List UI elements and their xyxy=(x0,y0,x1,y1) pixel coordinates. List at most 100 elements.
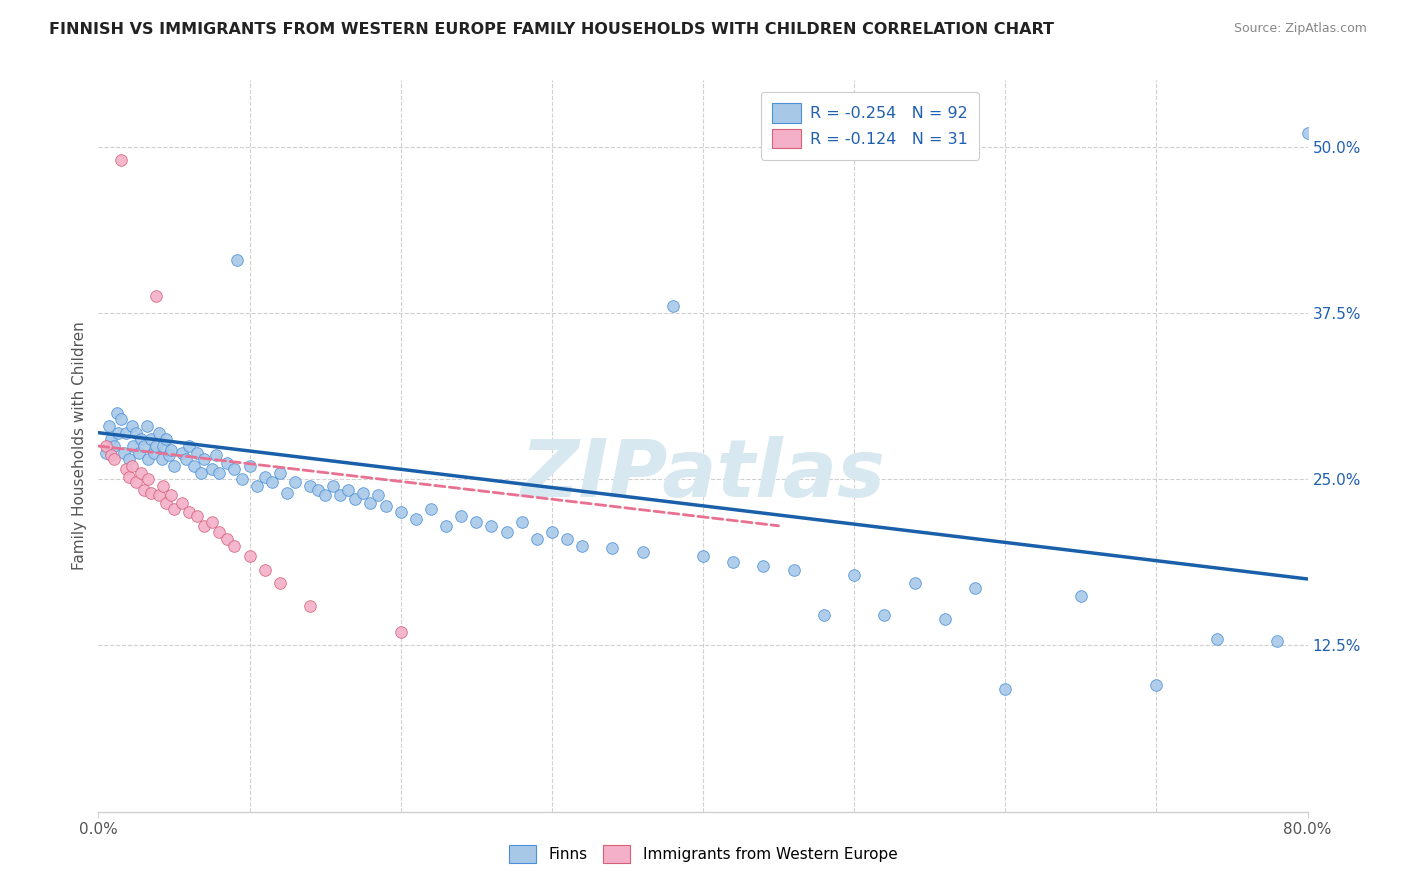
Legend: R = -0.254   N = 92, R = -0.124   N = 31: R = -0.254 N = 92, R = -0.124 N = 31 xyxy=(761,92,979,160)
Point xyxy=(114,461,136,475)
Point xyxy=(844,568,866,582)
Point xyxy=(723,555,745,569)
Point xyxy=(125,475,148,489)
Point xyxy=(132,483,155,497)
Point xyxy=(110,412,132,426)
Point xyxy=(510,515,533,529)
Point xyxy=(904,576,927,591)
Point xyxy=(141,433,163,447)
Point xyxy=(215,456,238,470)
Point xyxy=(389,506,412,520)
Point xyxy=(122,439,145,453)
Point xyxy=(143,445,166,459)
Point xyxy=(186,445,208,459)
Point xyxy=(183,458,205,473)
Point xyxy=(100,433,122,447)
Point xyxy=(692,549,714,564)
Point xyxy=(148,425,170,440)
Point xyxy=(226,252,249,267)
Point xyxy=(107,425,129,440)
Point xyxy=(420,501,443,516)
Point xyxy=(103,452,125,467)
Point xyxy=(450,509,472,524)
Point xyxy=(752,558,775,573)
Point xyxy=(105,406,128,420)
Point xyxy=(284,475,307,489)
Point xyxy=(360,496,382,510)
Point xyxy=(152,439,174,453)
Point xyxy=(934,612,956,626)
Point xyxy=(253,469,276,483)
Point xyxy=(170,445,193,459)
Point xyxy=(329,488,352,502)
Point xyxy=(208,525,231,540)
Point xyxy=(352,485,374,500)
Point xyxy=(136,472,159,486)
Point xyxy=(1144,678,1167,692)
Point xyxy=(602,541,624,556)
Point xyxy=(155,496,177,510)
Point xyxy=(239,549,262,564)
Point xyxy=(174,452,197,467)
Point xyxy=(405,512,427,526)
Point xyxy=(121,419,143,434)
Point xyxy=(205,448,228,462)
Point xyxy=(495,525,517,540)
Point xyxy=(114,425,136,440)
Text: Source: ZipAtlas.com: Source: ZipAtlas.com xyxy=(1233,22,1367,36)
Point xyxy=(128,445,150,459)
Point xyxy=(873,607,896,622)
Point xyxy=(160,488,183,502)
Point xyxy=(231,472,253,486)
Point xyxy=(118,452,141,467)
Point xyxy=(322,479,344,493)
Point xyxy=(307,483,329,497)
Point xyxy=(555,532,578,546)
Point xyxy=(155,433,177,447)
Point xyxy=(201,515,224,529)
Point xyxy=(1267,634,1289,648)
Point xyxy=(253,563,276,577)
Point xyxy=(813,607,835,622)
Point xyxy=(148,488,170,502)
Point xyxy=(129,433,152,447)
Point xyxy=(1206,632,1229,646)
Point xyxy=(208,466,231,480)
Point xyxy=(374,499,396,513)
Text: FINNISH VS IMMIGRANTS FROM WESTERN EUROPE FAMILY HOUSEHOLDS WITH CHILDREN CORREL: FINNISH VS IMMIGRANTS FROM WESTERN EUROP… xyxy=(49,22,1054,37)
Point xyxy=(118,469,141,483)
Point xyxy=(239,458,262,473)
Point xyxy=(94,445,117,459)
Point xyxy=(344,492,367,507)
Point xyxy=(112,445,135,459)
Point xyxy=(186,509,208,524)
Point xyxy=(193,518,215,533)
Point xyxy=(132,439,155,453)
Point xyxy=(179,506,201,520)
Point xyxy=(98,419,121,434)
Point xyxy=(103,439,125,453)
Point xyxy=(994,682,1017,697)
Point xyxy=(526,532,548,546)
Point xyxy=(145,439,167,453)
Point xyxy=(152,479,174,493)
Point xyxy=(571,539,593,553)
Point xyxy=(110,153,132,167)
Point xyxy=(94,439,117,453)
Point xyxy=(367,488,389,502)
Point xyxy=(661,299,683,313)
Point xyxy=(276,485,298,500)
Point xyxy=(141,485,163,500)
Point xyxy=(121,458,143,473)
Point xyxy=(100,448,122,462)
Point xyxy=(299,599,322,613)
Point xyxy=(224,539,246,553)
Point xyxy=(179,439,201,453)
Point xyxy=(965,582,987,596)
Point xyxy=(262,475,284,489)
Point xyxy=(540,525,562,540)
Point xyxy=(1296,127,1319,141)
Point xyxy=(193,452,215,467)
Point xyxy=(481,518,503,533)
Point xyxy=(269,466,291,480)
